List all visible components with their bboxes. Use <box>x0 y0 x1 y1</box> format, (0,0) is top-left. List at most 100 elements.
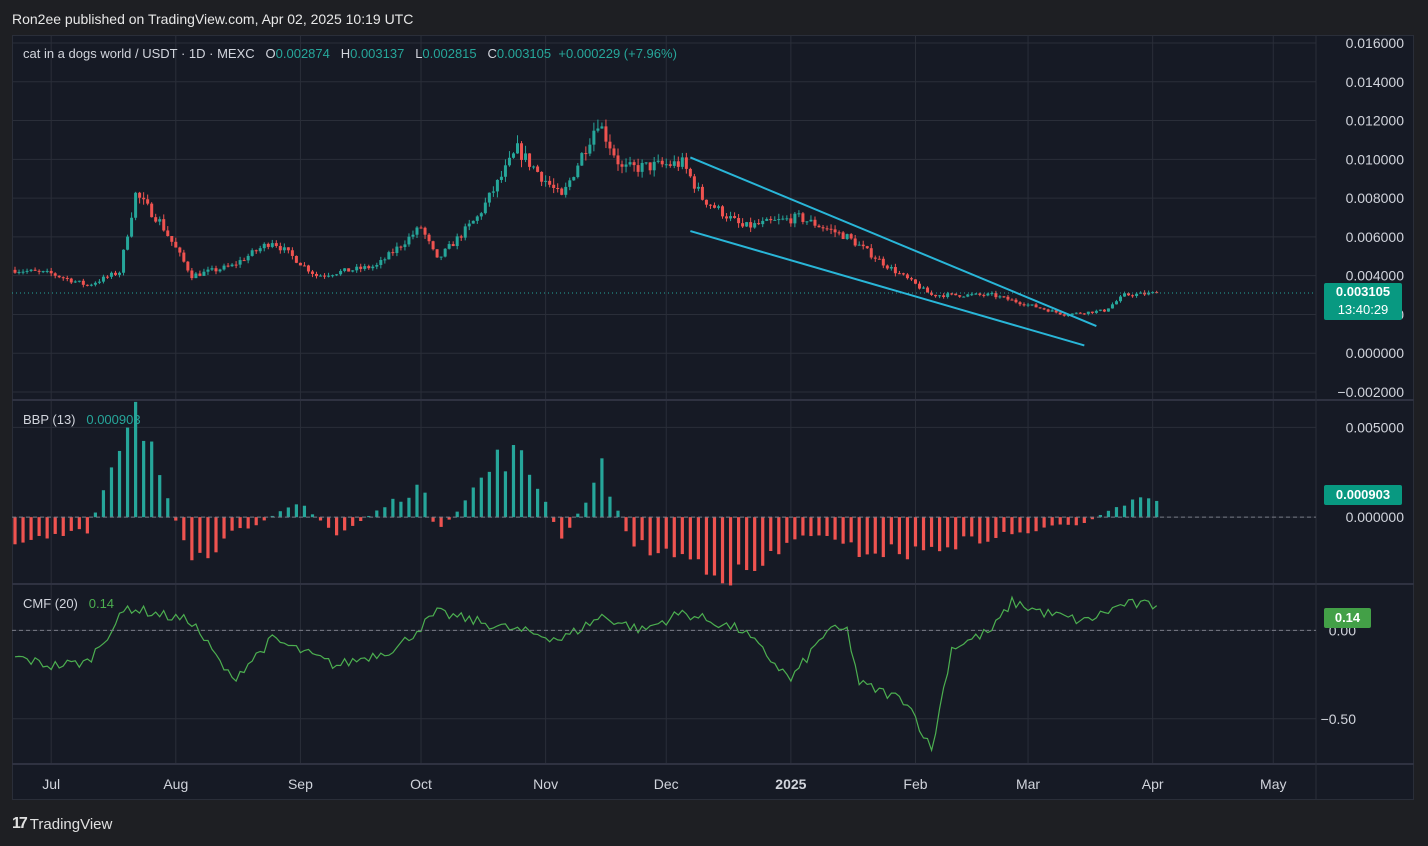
candle-body <box>29 269 33 271</box>
candle-body <box>282 247 286 251</box>
candle-body <box>1030 304 1034 306</box>
candle-body <box>150 203 154 218</box>
candle-body <box>584 153 588 155</box>
candle-body <box>721 206 725 217</box>
open-label: O <box>265 46 276 61</box>
candle-body <box>1010 299 1014 301</box>
candle-body <box>805 221 809 223</box>
candle-body <box>1042 308 1046 310</box>
bbp-bar <box>1139 497 1143 518</box>
candle-body <box>210 268 214 270</box>
candle-body <box>938 295 942 297</box>
bbp-bar <box>624 517 628 532</box>
candle-body <box>712 205 716 208</box>
bbp-bar <box>61 517 65 536</box>
candlestick-series <box>12 119 1316 318</box>
candle-body <box>821 227 825 229</box>
time-tick-label: Jul <box>42 776 60 792</box>
bbp-bar <box>302 505 307 518</box>
candle-body <box>1106 308 1110 312</box>
candle-body <box>1086 311 1090 314</box>
bbp-bar <box>1098 514 1102 518</box>
bbp-bar <box>45 517 49 539</box>
bar-countdown: 13:40:29 <box>1337 302 1389 317</box>
candle-body <box>1054 310 1058 313</box>
bbp-bar <box>1066 517 1070 525</box>
candle-body <box>612 148 616 156</box>
candle-body <box>93 282 97 285</box>
candle-body <box>214 268 218 272</box>
candle-body <box>467 223 471 227</box>
candle-body <box>507 157 511 166</box>
candle-body <box>379 260 383 265</box>
candle-body <box>644 162 648 164</box>
bbp-bar <box>479 477 483 518</box>
candle-body <box>636 165 640 172</box>
candle-body <box>178 247 182 253</box>
time-tick-label: Mar <box>1016 776 1040 792</box>
bbp-bar <box>310 514 315 518</box>
candle-body <box>1114 301 1118 305</box>
candle-body <box>1074 312 1078 314</box>
candle-body <box>186 261 190 271</box>
candle-body <box>797 213 801 215</box>
candle-body <box>757 223 761 225</box>
candle-body <box>966 294 970 297</box>
candle-body <box>1082 313 1086 315</box>
bbp-bar <box>600 458 604 518</box>
tradingview-logo[interactable]: 17 TradingView <box>12 815 112 833</box>
candle-body <box>556 187 560 189</box>
candle-body <box>628 162 632 165</box>
candle-body <box>600 126 604 129</box>
candle-body <box>1038 307 1042 309</box>
candle-body <box>749 222 753 228</box>
price-tick-label: −0.002000 <box>1337 384 1404 400</box>
candle-body <box>588 144 592 154</box>
candle-body <box>21 271 25 273</box>
candle-body <box>1034 304 1038 308</box>
chart-canvas[interactable]: 0.016000 0.014000 0.012000 0.010000 0.008000… <box>12 35 1414 800</box>
candle-body <box>656 160 660 162</box>
candle-body <box>487 192 491 203</box>
bbp-bar <box>1002 517 1006 532</box>
candle-body <box>652 161 656 171</box>
candle-body <box>568 180 572 187</box>
bbp-bar <box>1034 517 1038 532</box>
bbp-bar <box>913 517 918 547</box>
candle-body <box>270 243 274 247</box>
candle-body <box>773 219 777 221</box>
time-tick-label: Oct <box>410 776 432 792</box>
candle-body <box>206 269 210 272</box>
candle-body <box>435 249 439 258</box>
candle-body <box>415 227 419 235</box>
bbp-bar <box>640 517 644 541</box>
candle-body <box>138 192 142 198</box>
chart-frame[interactable] <box>12 35 1414 800</box>
bbp-bar <box>117 450 122 518</box>
bbp-bar <box>407 497 411 518</box>
bbp-bar <box>455 511 459 518</box>
candle-body <box>918 283 921 289</box>
candle-body <box>632 162 636 166</box>
bbp-bar <box>278 511 282 518</box>
bbp-bar <box>1026 517 1030 534</box>
candle-body <box>319 275 323 277</box>
time-tick-label: May <box>1260 776 1286 792</box>
candle-body <box>503 165 507 177</box>
bbp-bar <box>134 401 138 518</box>
candle-body <box>45 270 49 272</box>
wedge-trendline <box>689 156 1097 328</box>
candle-body <box>1022 304 1026 306</box>
candle-body <box>958 295 962 297</box>
candle-body <box>174 241 178 248</box>
candle-body <box>142 197 146 200</box>
candle-body <box>77 280 81 282</box>
candle-body <box>483 202 487 214</box>
candle-body <box>1062 314 1066 316</box>
candle-body <box>688 168 692 177</box>
candle-body <box>81 280 85 285</box>
bbp-bar <box>21 517 25 543</box>
candle-body <box>990 293 994 295</box>
candle-body <box>737 217 741 224</box>
bbp-bar <box>560 517 564 539</box>
